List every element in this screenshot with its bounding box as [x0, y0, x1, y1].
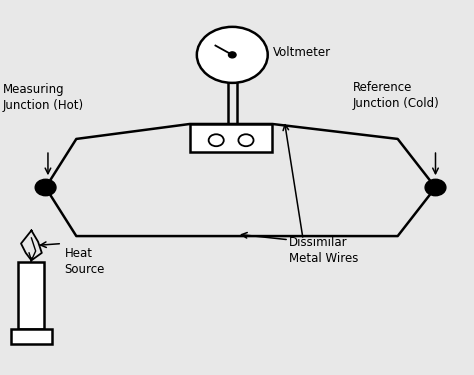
Circle shape: [425, 179, 446, 196]
Text: Heat
Source: Heat Source: [64, 247, 105, 276]
Bar: [190, 124, 273, 152]
Circle shape: [209, 134, 224, 146]
Text: Voltmeter: Voltmeter: [273, 46, 330, 60]
Circle shape: [228, 52, 236, 58]
Text: Reference
Junction (Cold): Reference Junction (Cold): [353, 81, 439, 110]
Circle shape: [238, 134, 254, 146]
Circle shape: [35, 179, 56, 196]
Circle shape: [197, 27, 268, 83]
Bar: [18, 262, 45, 330]
Text: Measuring
Junction (Hot): Measuring Junction (Hot): [3, 83, 84, 112]
Text: Dissimilar
Metal Wires: Dissimilar Metal Wires: [289, 236, 358, 265]
Bar: [11, 330, 52, 344]
